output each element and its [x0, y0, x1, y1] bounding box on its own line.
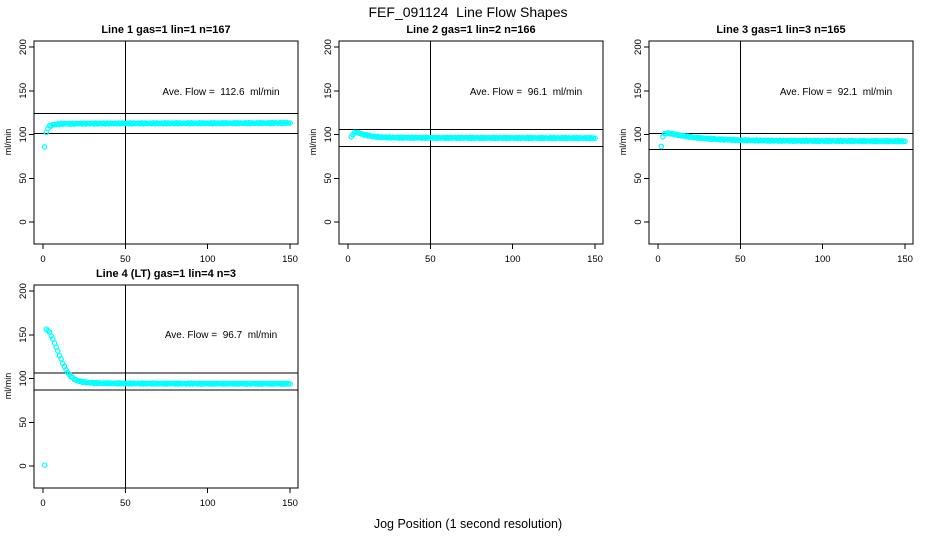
svg-text:150: 150 — [18, 83, 29, 99]
panel-line-2-title: Line 2 gas=1 lin=2 n=166 — [406, 24, 536, 36]
svg-text:0: 0 — [323, 219, 334, 224]
svg-text:50: 50 — [120, 254, 131, 265]
svg-text:50: 50 — [323, 173, 334, 184]
svg-text:150: 150 — [18, 327, 29, 343]
svg-text:200: 200 — [18, 283, 29, 299]
svg-text:0: 0 — [345, 254, 350, 265]
svg-text:200: 200 — [633, 39, 644, 55]
svg-text:150: 150 — [282, 254, 298, 265]
panel-line-3-title: Line 3 gas=1 lin=3 n=165 — [716, 24, 846, 36]
svg-text:200: 200 — [323, 39, 334, 55]
svg-text:0: 0 — [633, 219, 644, 224]
svg-text:0: 0 — [18, 219, 29, 224]
svg-text:200: 200 — [18, 39, 29, 55]
svg-text:50: 50 — [633, 173, 644, 184]
svg-text:50: 50 — [18, 417, 29, 428]
panel-line-4-ave-flow: Ave. Flow = 96.7 ml/min — [164, 330, 278, 341]
figure-title: FEF_091124 Line Flow Shapes — [368, 4, 568, 20]
panel-line-4-title: Line 4 (LT) gas=1 lin=4 n=3 — [95, 268, 237, 280]
svg-text:100: 100 — [18, 371, 29, 387]
svg-text:0: 0 — [655, 254, 660, 265]
svg-text:0: 0 — [40, 254, 45, 265]
svg-text:150: 150 — [897, 254, 913, 265]
svg-text:50: 50 — [735, 254, 746, 265]
panel-line-2-ave-flow: Ave. Flow = 96.1 ml/min — [469, 87, 583, 98]
svg-text:150: 150 — [323, 83, 334, 99]
svg-text:100: 100 — [200, 254, 216, 265]
panel-line-2-plot: 0 50 100 150 0 50 100 150 200 — [323, 39, 604, 265]
svg-text:100: 100 — [323, 127, 334, 143]
svg-text:150: 150 — [282, 498, 298, 509]
svg-text:100: 100 — [200, 498, 216, 509]
panel-line-3-ave-flow: Ave. Flow = 92.1 ml/min — [779, 87, 893, 98]
figure-xlabel: Jog Position (1 second resolution) — [373, 517, 563, 531]
panel-line-3-plot: 0 50 100 150 0 50 100 150 200 — [633, 39, 914, 265]
svg-text:0: 0 — [18, 463, 29, 468]
svg-text:50: 50 — [425, 254, 436, 265]
svg-text:50: 50 — [18, 173, 29, 184]
svg-text:100: 100 — [505, 254, 521, 265]
svg-text:100: 100 — [815, 254, 831, 265]
svg-text:50: 50 — [120, 498, 131, 509]
panel-line-1-title: Line 1 gas=1 lin=1 n=167 — [101, 24, 231, 36]
panel-line-4-plot: 0 50 100 150 0 50 100 150 200 — [18, 283, 299, 509]
panel-line-1-ave-flow: Ave. Flow = 112.6 ml/min — [162, 87, 280, 98]
svg-text:100: 100 — [18, 127, 29, 143]
svg-text:100: 100 — [633, 127, 644, 143]
svg-text:150: 150 — [587, 254, 603, 265]
svg-text:150: 150 — [633, 83, 644, 99]
svg-text:0: 0 — [40, 498, 45, 509]
panel-line-1-plot: 0 50 100 150 0 50 100 150 200 — [18, 39, 299, 265]
